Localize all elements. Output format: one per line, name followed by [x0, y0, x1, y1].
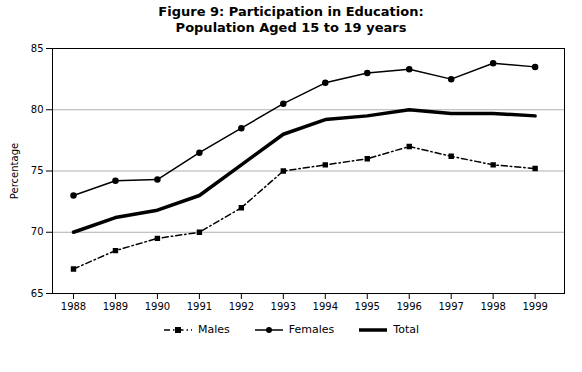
svg-text:65: 65: [31, 288, 44, 299]
html-text:Males: Males: [198, 323, 230, 336]
html-text:Figure 9: Participation in Edu: Figure 9: Participation in Education:: [158, 4, 424, 19]
html-text:Total: Total: [393, 323, 419, 336]
html-text:Population Aged 15 to 19 years: Population Aged 15 to 19 years: [175, 20, 407, 35]
svg-text:1994: 1994: [313, 301, 338, 312]
svg-text:75: 75: [31, 165, 44, 176]
svg-text:1995: 1995: [355, 301, 380, 312]
svg-text:1988: 1988: [61, 301, 86, 312]
svg-text:1992: 1992: [229, 301, 254, 312]
svg-text:85: 85: [31, 43, 44, 54]
svg-text:1991: 1991: [187, 301, 212, 312]
svg-text:1993: 1993: [271, 301, 296, 312]
html-text:Females: Females: [288, 323, 335, 336]
svg-text:Percentage: Percentage: [9, 143, 20, 199]
svg-text:1996: 1996: [396, 301, 421, 312]
svg-text:80: 80: [31, 104, 44, 115]
svg-text:1999: 1999: [522, 301, 547, 312]
svg-text:1997: 1997: [438, 301, 463, 312]
svg-text:1989: 1989: [103, 301, 128, 312]
svg-text:1998: 1998: [480, 301, 505, 312]
svg-text:70: 70: [31, 226, 44, 237]
svg-text:1990: 1990: [145, 301, 170, 312]
